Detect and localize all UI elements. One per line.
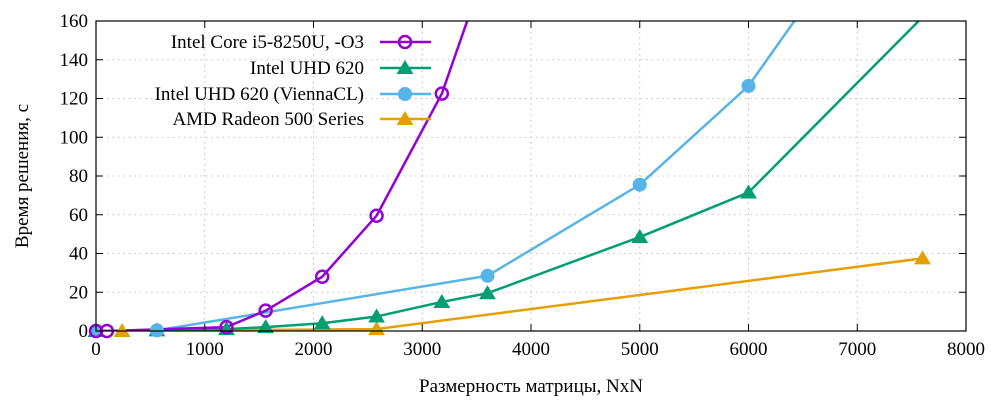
y-tick-label: 100 (60, 127, 89, 148)
x-tick-label: 5000 (621, 339, 659, 360)
y-tick-label: 160 (60, 11, 89, 32)
axes: 0 1000 2000 3000 4000 5000 6000 7000 8000 0 20 40 60… (60, 11, 986, 360)
data-point (741, 78, 756, 93)
x-axis-title: Размерность матрицы, NxN (419, 376, 643, 397)
data-point (113, 323, 131, 337)
x-tick-label: 3000 (403, 339, 441, 360)
data-point (914, 250, 931, 265)
data-point (480, 268, 495, 283)
data-point (257, 319, 275, 334)
y-tick-label: 80 (69, 166, 88, 187)
legend: Intel Core i5-8250U, -O3 Intel UHD 620 Int… (155, 32, 431, 130)
series-line-0 (96, 21, 469, 331)
legend-label: Intel UHD 620 (ViennaCL) (155, 84, 364, 105)
data-point (434, 86, 450, 101)
data-point (368, 308, 385, 323)
y-tick-label: 140 (60, 50, 89, 71)
legend-label: Intel UHD 620 (250, 58, 364, 79)
y-tick-label: 20 (69, 282, 88, 303)
x-tick-label: 7000 (838, 339, 876, 360)
y-tick-label: 40 (69, 244, 88, 265)
data-point (632, 177, 647, 192)
legend-marker (396, 111, 414, 125)
data-point (369, 208, 384, 223)
series-line-3 (96, 257, 923, 331)
x-tick-label: 1000 (186, 339, 224, 360)
legend-item: Intel Core i5-8250U, -O3 (171, 32, 431, 53)
data-point (631, 229, 649, 244)
data-point (313, 315, 331, 330)
grid (96, 21, 966, 331)
data-point (740, 184, 757, 199)
x-tick-label: 8000 (947, 339, 985, 360)
x-tick-label: 6000 (730, 339, 768, 360)
data-point (433, 293, 451, 308)
y-tick-label: 120 (60, 89, 89, 110)
y-axis-title: Время решения, с (12, 104, 33, 248)
legend-label: Intel Core i5-8250U, -O3 (171, 32, 364, 53)
legend-marker (397, 34, 413, 50)
x-tick-label: 0 (91, 339, 101, 360)
legend-label: AMD Radeon 500 Series (172, 109, 364, 130)
series-line-1 (96, 21, 921, 331)
legend-item: Intel UHD 620 (250, 58, 431, 79)
data-point (479, 285, 496, 300)
legend-item: AMD Radeon 500 Series (172, 109, 431, 130)
data-point (314, 269, 330, 284)
y-tick-label: 0 (79, 321, 89, 342)
x-tick-label: 4000 (512, 339, 550, 360)
legend-marker (396, 60, 414, 74)
legend-marker (398, 87, 412, 101)
x-tick-label: 2000 (295, 339, 333, 360)
y-tick-label: 60 (69, 205, 88, 226)
data-point (258, 303, 273, 318)
data-point (219, 319, 234, 335)
legend-item: Intel UHD 620 (ViennaCL) (155, 84, 431, 105)
